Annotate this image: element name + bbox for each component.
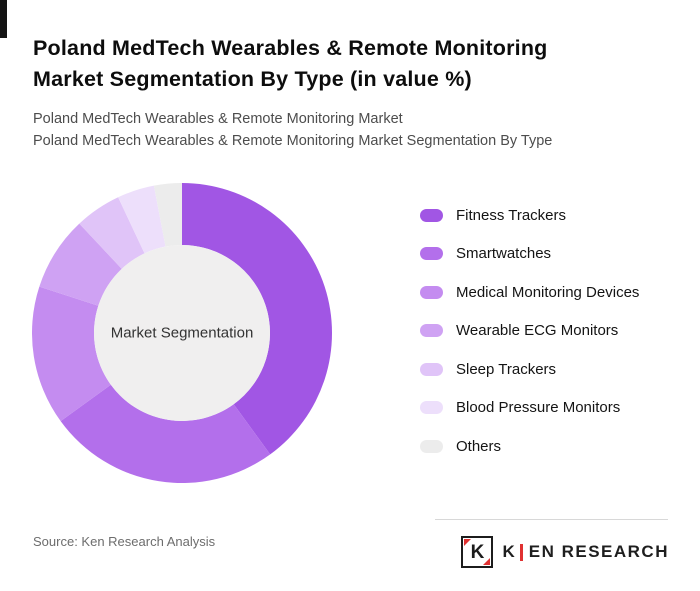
legend-label: Others bbox=[456, 437, 502, 455]
legend-item-medical-monitoring-devices: Medical Monitoring Devices bbox=[420, 283, 640, 301]
legend-item-others: Others bbox=[420, 437, 639, 455]
subtitle-line-1: Poland MedTech Wearables & Remote Monito… bbox=[33, 111, 403, 127]
subtitle-block: Poland MedTech Wearables & Remote Monito… bbox=[33, 109, 552, 152]
logo-text-en-research: EN RESEARCH bbox=[528, 542, 669, 561]
logo-wordmark: K EN RESEARCH bbox=[502, 542, 669, 562]
legend-label: Smartwatches bbox=[456, 245, 552, 262]
source-text: Source: Ken Research Analysis bbox=[33, 534, 216, 549]
logo-red-bar bbox=[520, 543, 523, 561]
ken-research-logo: K K EN RESEARCH bbox=[461, 536, 669, 568]
donut-center-label: Market Segmentation bbox=[110, 324, 254, 342]
legend-item-wearable-ecg-monitors: Wearable ECG Monitors bbox=[420, 322, 639, 339]
legend-item-fitness-trackers: Fitness Trackers bbox=[420, 206, 639, 224]
donut-segment-0 bbox=[182, 183, 332, 455]
footer-divider bbox=[435, 519, 668, 520]
legend-swatch bbox=[420, 285, 443, 299]
legend-label: Medical Monitoring Devices bbox=[456, 283, 640, 301]
logo-k-icon: K bbox=[461, 536, 494, 568]
donut-chart-svg bbox=[32, 183, 332, 483]
legend-label: Sleep Trackers bbox=[456, 360, 557, 378]
logo-text-k: K bbox=[502, 542, 517, 561]
legend-swatch bbox=[420, 362, 443, 376]
subtitle-line-2: Poland MedTech Wearables & Remote Monito… bbox=[33, 132, 553, 149]
donut-chart: Market Segmentation bbox=[32, 183, 332, 483]
legend-swatch bbox=[420, 324, 443, 337]
logo-k-letter: K bbox=[470, 541, 485, 563]
page-title: Poland MedTech Wearables & Remote Monito… bbox=[33, 36, 548, 91]
donut-segment-6 bbox=[153, 183, 182, 247]
legend-label: Blood Pressure Monitors bbox=[456, 399, 621, 416]
legend-swatch bbox=[420, 401, 443, 414]
chart-legend: Fitness Trackers Smartwatches Medical Mo… bbox=[420, 207, 639, 477]
donut-segment-1 bbox=[60, 384, 271, 483]
legend-swatch bbox=[420, 439, 443, 453]
donut-hole bbox=[94, 245, 270, 421]
legend-swatch bbox=[420, 247, 443, 260]
corner-accent-bar bbox=[0, 0, 7, 38]
legend-swatch bbox=[420, 208, 443, 222]
legend-label: Fitness Trackers bbox=[456, 206, 567, 224]
logo-red-accent-bottom bbox=[483, 558, 491, 565]
legend-item-smartwatches: Smartwatches bbox=[420, 245, 639, 262]
donut-segment-5 bbox=[118, 185, 166, 254]
donut-segment-2 bbox=[32, 286, 111, 422]
donut-segment-4 bbox=[79, 197, 145, 269]
logo-red-accent-top bbox=[464, 539, 472, 546]
donut-segment-3 bbox=[39, 223, 122, 306]
legend-item-sleep-trackers: Sleep Trackers bbox=[420, 360, 639, 378]
legend-label: Wearable ECG Monitors bbox=[456, 322, 619, 339]
legend-item-blood-pressure-monitors: Blood Pressure Monitors bbox=[420, 399, 639, 416]
